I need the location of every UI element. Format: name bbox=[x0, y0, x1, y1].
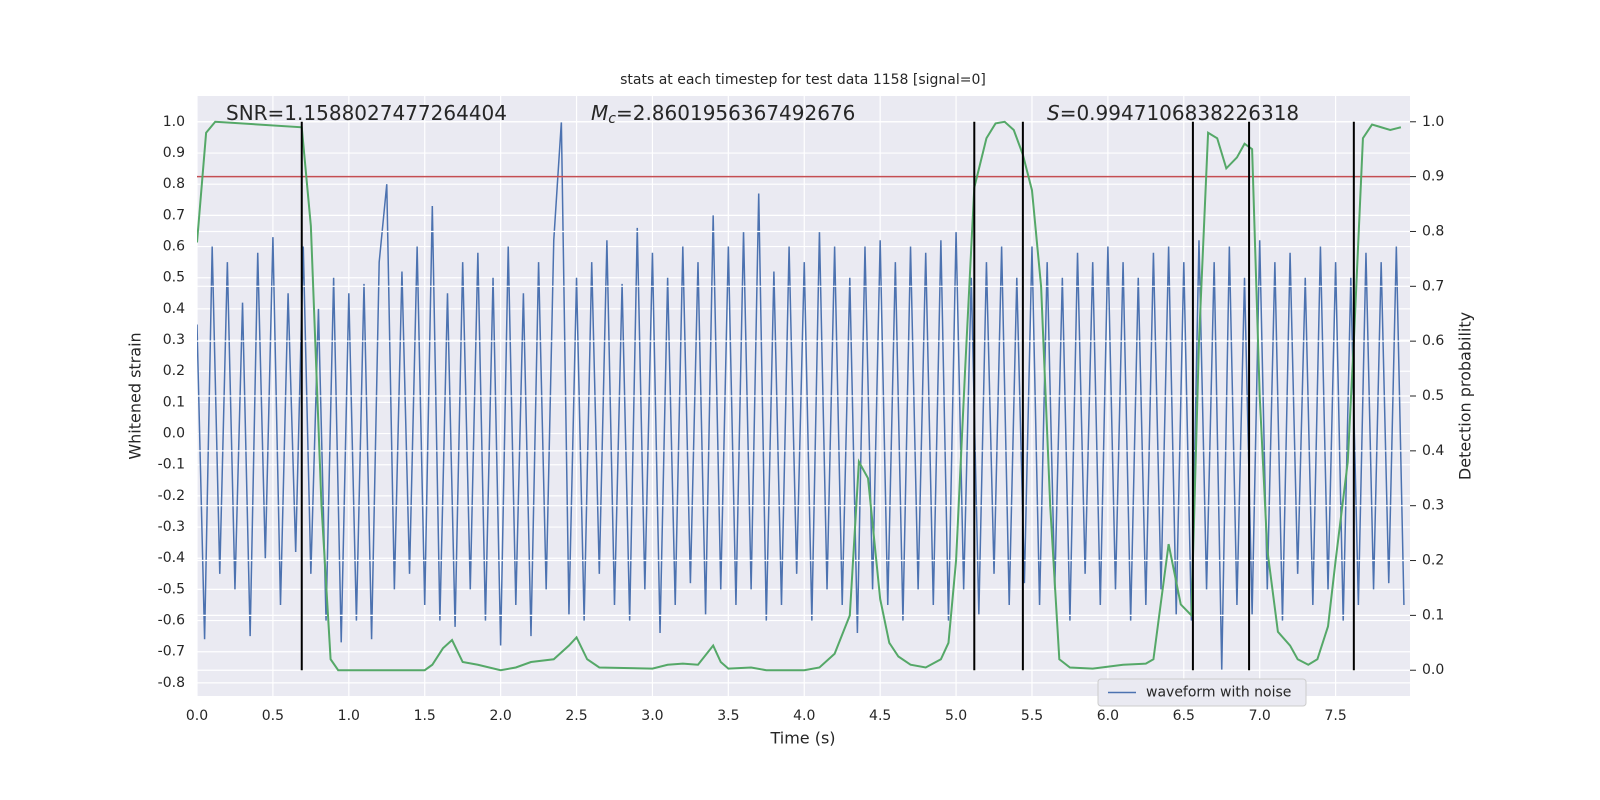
y-tick-label: 0.7 bbox=[163, 207, 185, 223]
x-tick-label: 6.0 bbox=[1097, 708, 1119, 724]
y2-tick-label: 0.1 bbox=[1422, 607, 1444, 623]
annotation-text: SNR=1.1588027477264404 bbox=[226, 101, 507, 125]
annotation-subscript: c bbox=[608, 111, 616, 127]
y-tick-label: 0.4 bbox=[163, 301, 185, 317]
legend-box bbox=[1097, 678, 1307, 707]
annotation-text: =0.9947106838226318 bbox=[1060, 101, 1299, 125]
y-tick-label: 0.6 bbox=[163, 239, 185, 255]
y2-tick-label: 0.5 bbox=[1422, 388, 1444, 404]
annotation-symbol: M bbox=[591, 101, 608, 125]
y-tick-label: 0.5 bbox=[163, 270, 185, 286]
y2-tick-label: 0.9 bbox=[1422, 169, 1444, 185]
x-tick-label: 0.5 bbox=[262, 708, 284, 724]
chart-title: stats at each timestep for test data 115… bbox=[620, 72, 986, 88]
annotation: Mc=2.8601956367492676 bbox=[591, 101, 855, 128]
annotation-symbol: S bbox=[1047, 101, 1060, 125]
y-tick-label: -0.2 bbox=[158, 488, 185, 504]
y-tick-label: 0.2 bbox=[163, 363, 185, 379]
x-tick-label: 6.5 bbox=[1173, 708, 1195, 724]
y2-tick-label: 0.0 bbox=[1422, 662, 1444, 678]
y2-tick-label: 0.2 bbox=[1422, 553, 1444, 569]
x-tick-label: 4.5 bbox=[869, 708, 891, 724]
x-tick-label: 5.0 bbox=[945, 708, 967, 724]
data-line bbox=[197, 120, 1402, 672]
annotation-text: =2.8601956367492676 bbox=[616, 101, 855, 125]
y-tick-label: -0.4 bbox=[158, 550, 185, 566]
x-tick-label: 5.5 bbox=[1021, 708, 1043, 724]
x-tick-label: 2.5 bbox=[565, 708, 587, 724]
y-tick-label: 0.8 bbox=[163, 176, 185, 192]
plot-layer bbox=[197, 96, 1410, 696]
x-tick-label: 2.0 bbox=[489, 708, 511, 724]
x-tick-label: 7.5 bbox=[1324, 708, 1346, 724]
x-tick-label: 7.0 bbox=[1249, 708, 1271, 724]
y2-tick-label: 0.8 bbox=[1422, 223, 1444, 239]
x-axis-label: Time (s) bbox=[769, 729, 835, 748]
x-tick-label: 3.0 bbox=[641, 708, 663, 724]
y-axis-label: Whitened strain bbox=[126, 332, 145, 459]
y2-tick-label: 0.4 bbox=[1422, 443, 1444, 459]
y2-axis-label: Detection probability bbox=[1456, 312, 1475, 480]
y2-tick-label: 1.0 bbox=[1422, 114, 1444, 130]
y-tick-label: -0.6 bbox=[158, 613, 185, 629]
x-tick-label: 3.5 bbox=[717, 708, 739, 724]
annotation: SNR=1.1588027477264404 bbox=[226, 101, 507, 125]
annotation: S=0.9947106838226318 bbox=[1047, 101, 1299, 125]
legend: waveform with noise bbox=[1097, 678, 1307, 707]
y-tick-label: -0.7 bbox=[158, 644, 185, 660]
y-tick-label: 0.9 bbox=[163, 145, 185, 161]
y-tick-label: 0.1 bbox=[163, 394, 185, 410]
x-tick-label: 4.0 bbox=[793, 708, 815, 724]
y2-tick-label: 0.3 bbox=[1422, 498, 1444, 514]
y2-tick-label: 0.7 bbox=[1422, 278, 1444, 294]
x-tick-label: 1.5 bbox=[414, 708, 436, 724]
legend-label: waveform with noise bbox=[1146, 685, 1291, 701]
y-tick-label: 0.0 bbox=[163, 426, 185, 442]
y-tick-label: -0.1 bbox=[158, 457, 185, 473]
x-tick-label: 0.0 bbox=[186, 708, 208, 724]
y-tick-label: -0.8 bbox=[158, 675, 185, 691]
y-tick-label: 0.3 bbox=[163, 332, 185, 348]
y-tick-label: 1.0 bbox=[163, 114, 185, 130]
y2-tick-label: 0.6 bbox=[1422, 333, 1444, 349]
y-tick-label: -0.3 bbox=[158, 519, 185, 535]
data-line bbox=[197, 121, 1405, 671]
y-tick-label: -0.5 bbox=[158, 581, 185, 597]
x-tick-label: 1.0 bbox=[338, 708, 360, 724]
